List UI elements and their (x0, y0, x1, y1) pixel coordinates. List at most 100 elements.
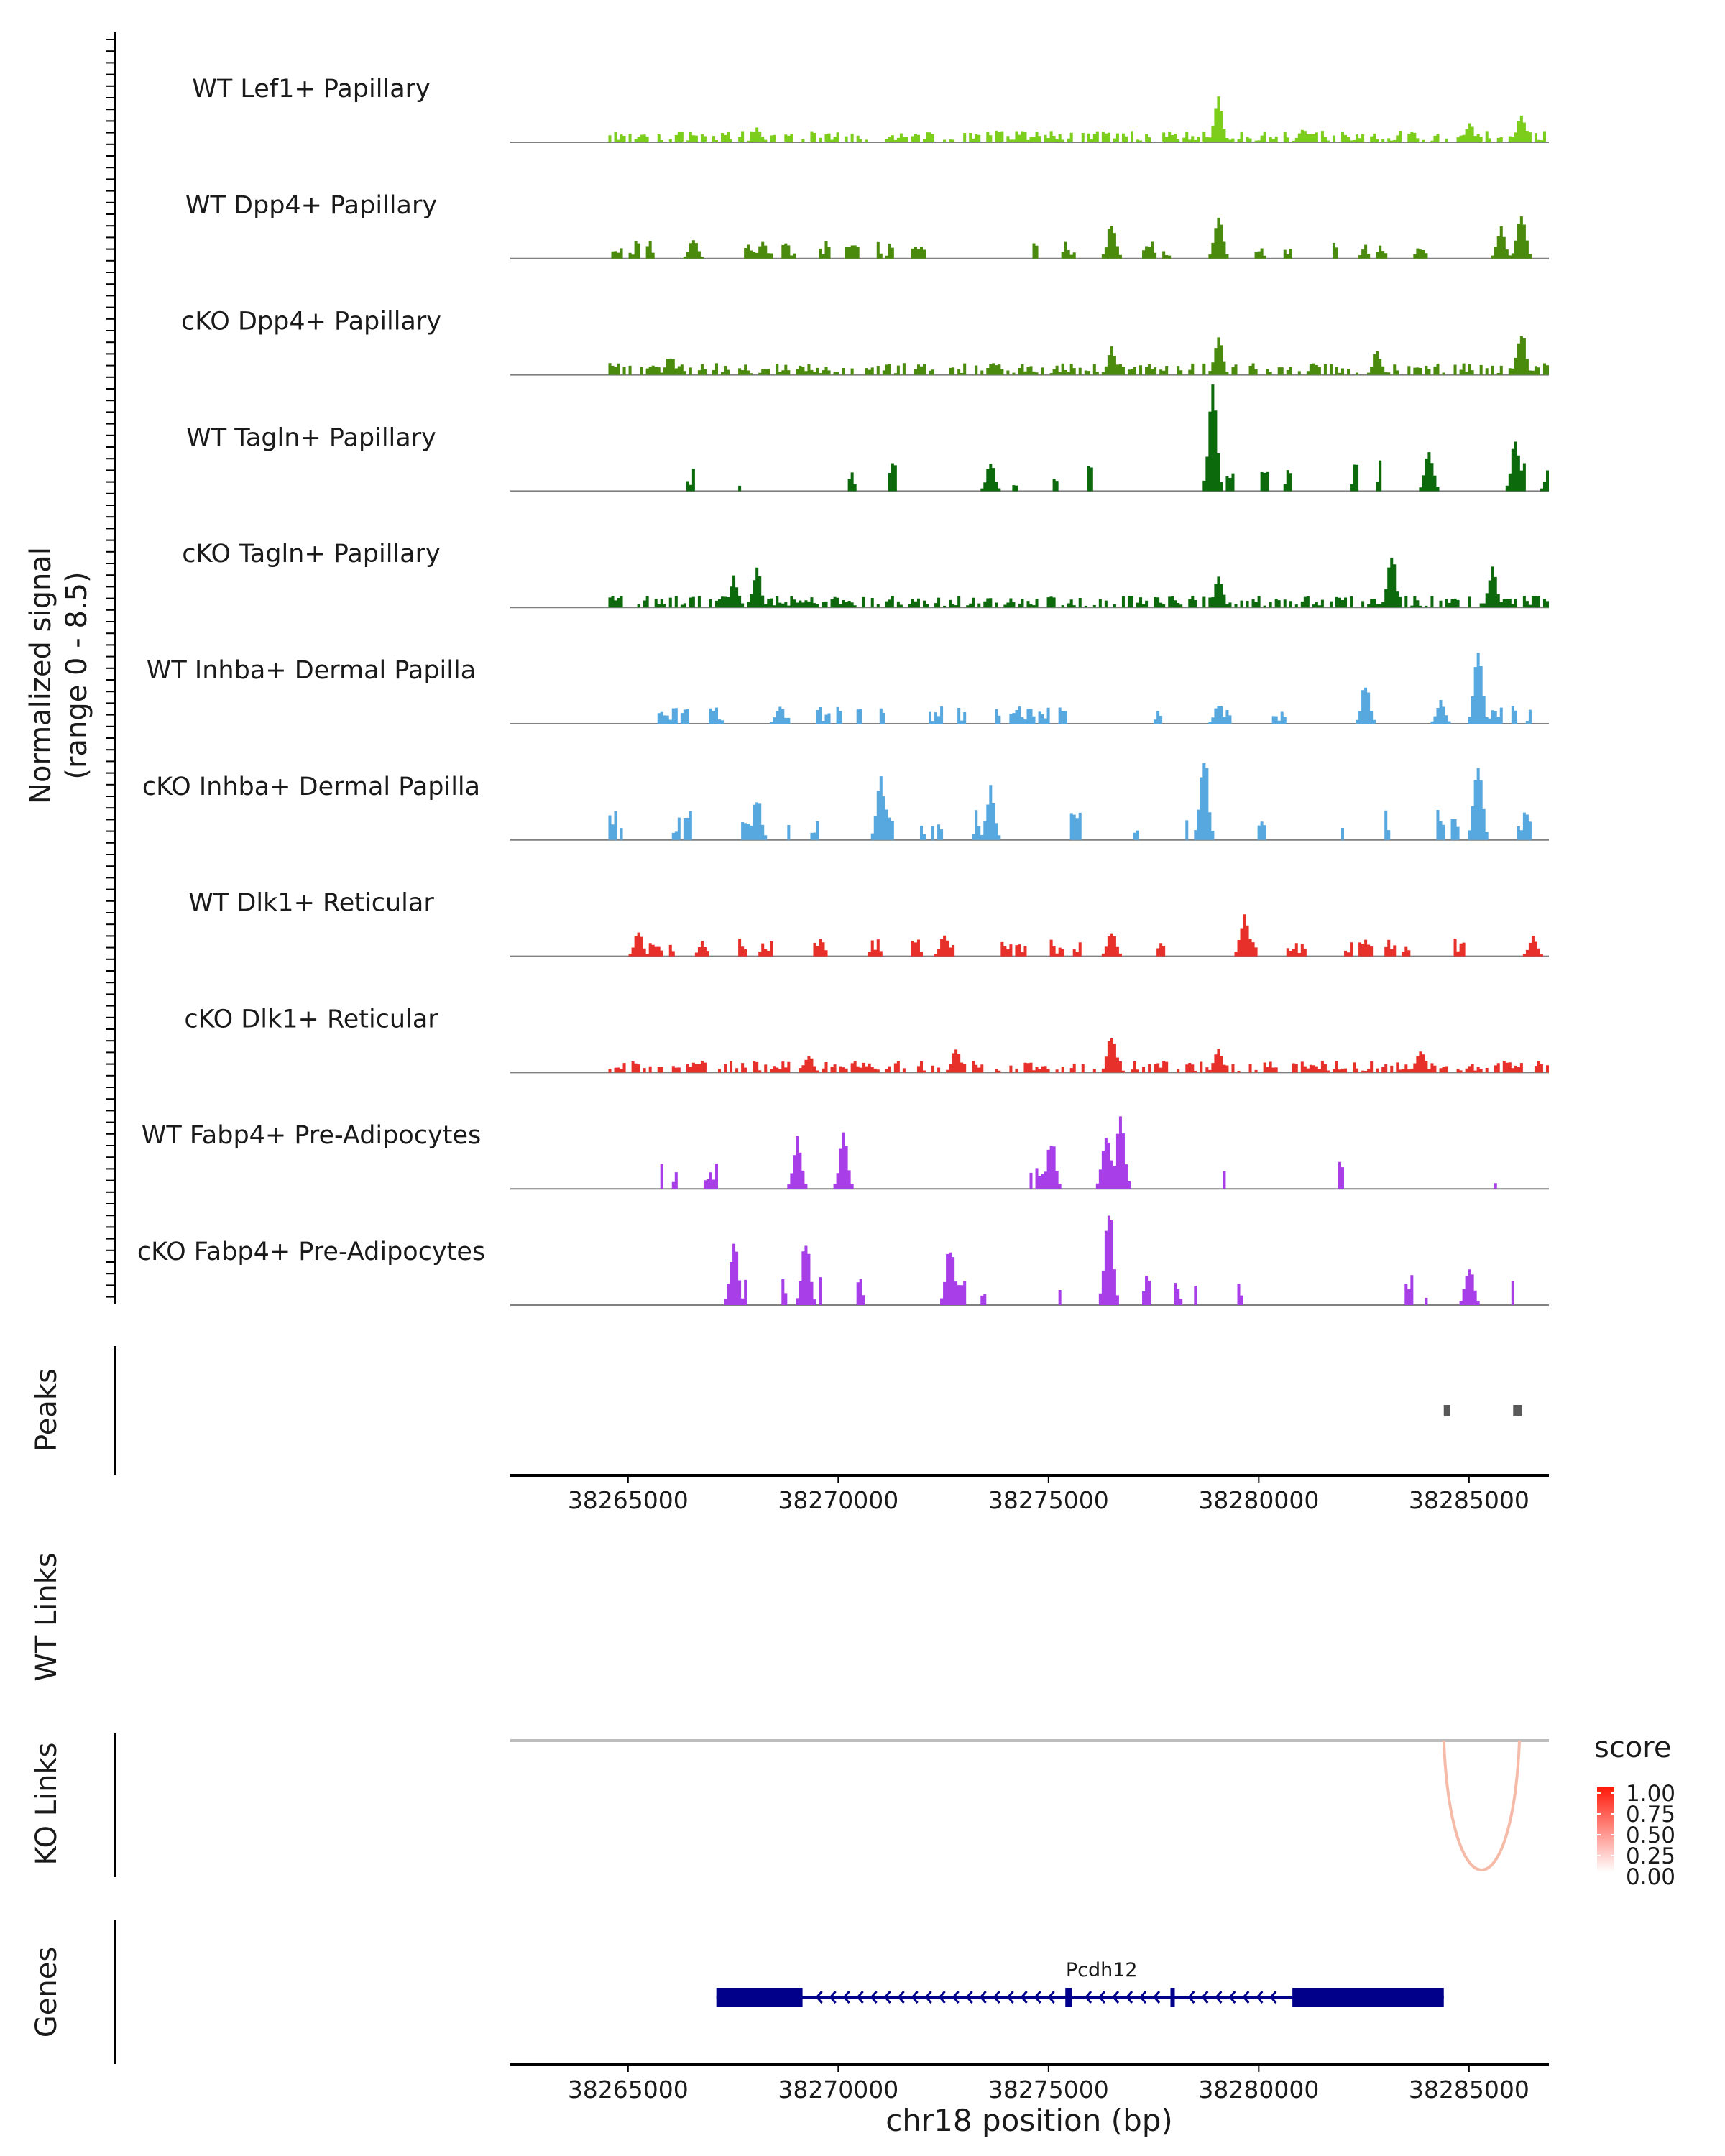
strand-arrow (856, 1991, 864, 2004)
track-7: cKO Inhba+ Dermal Papilla (142, 763, 1549, 841)
strand-arrow (924, 1991, 932, 2004)
strand-arrow (1256, 1991, 1264, 2004)
x-axis-label: chr18 position (bp) (886, 2103, 1173, 2138)
legend-tick-label: 0.00 (1626, 1864, 1675, 1890)
strand-arrow (1228, 1991, 1236, 2004)
peaks-label: Peaks (30, 1368, 63, 1452)
strand-arrow (829, 1991, 837, 2004)
x-tick-label: 38265000 (568, 1486, 689, 1514)
coverage-area (510, 1038, 1549, 1073)
coverage-area (510, 1215, 1549, 1305)
strand-arrow (1187, 1991, 1195, 2004)
x-tick-label: 38265000 (568, 2076, 689, 2104)
gene-exon (1170, 1988, 1175, 2007)
strand-arrow (842, 1991, 850, 2004)
score-legend: score 1.000.750.500.250.00 (1594, 1731, 1675, 1890)
strand-arrow (1139, 1991, 1147, 2004)
strand-arrow (1201, 1991, 1209, 2004)
genes-panel: Genes Pcdh12 (30, 1920, 1444, 2064)
x-tick-label: 38275000 (988, 1486, 1109, 1514)
strand-arrow (815, 1991, 823, 2004)
track-label: WT Dpp4+ Papillary (185, 191, 437, 220)
track-label: cKO Dpp4+ Papillary (181, 308, 441, 336)
legend-tick-label: 0.75 (1626, 1802, 1675, 1828)
strand-arrow (1242, 1991, 1250, 2004)
track-4: WT Tagln+ Papillary (186, 384, 1549, 492)
legend-tick-label: 0.25 (1626, 1843, 1675, 1869)
legend-tick-label: 1.00 (1626, 1781, 1675, 1807)
legend-tick-label: 0.50 (1626, 1823, 1675, 1848)
coverage-tracks: WT Lef1+ Papillary WT Dpp4+ Papillary cKO … (137, 75, 1549, 1306)
strand-arrow (1112, 1991, 1120, 2004)
strand-arrow (897, 1991, 905, 2004)
coverage-area (510, 336, 1549, 375)
track-6: WT Inhba+ Dermal Papilla (147, 653, 1549, 724)
track-9: cKO Dlk1+ Reticular (184, 1005, 1549, 1074)
strand-arrow (1020, 1991, 1028, 2004)
strand-arrow (1047, 1991, 1055, 2004)
track-8: WT Dlk1+ Reticular (188, 889, 1549, 957)
gene-exon (1065, 1988, 1072, 2007)
strand-arrow (979, 1991, 987, 2004)
coverage-area (510, 763, 1549, 840)
track-11: cKO Fabp4+ Pre-Adipocytes (137, 1215, 1549, 1306)
signal-y-axis (106, 32, 116, 1304)
x-tick-label: 38280000 (1198, 1486, 1319, 1514)
track-label: cKO Dlk1+ Reticular (184, 1005, 438, 1033)
coverage-area (510, 557, 1549, 608)
strand-arrow (1153, 1991, 1161, 2004)
wt-links-label: WT Links (30, 1552, 63, 1681)
coverage-area (510, 216, 1549, 259)
strand-arrow (993, 1991, 1000, 2004)
genes-label: Genes (30, 1947, 63, 2037)
x-axis-top: 38265000 38270000 38275000 38280000 38285000 (510, 1474, 1549, 1514)
strand-arrow (1269, 1991, 1277, 2004)
track-label: WT Inhba+ Dermal Papilla (147, 656, 476, 685)
ko-links-label: KO Links (30, 1743, 63, 1866)
strand-arrow (1006, 1991, 1014, 2004)
coverage-area (510, 384, 1549, 492)
x-tick-label: 38285000 (1409, 2076, 1530, 2104)
strand-arrow (952, 1991, 960, 2004)
track-label: cKO Tagln+ Papillary (182, 540, 441, 568)
x-tick-label: 38285000 (1409, 1486, 1530, 1514)
track-label: cKO Inhba+ Dermal Papilla (142, 773, 480, 801)
track-label: WT Fabp4+ Pre-Adipocytes (142, 1121, 481, 1150)
coverage-area (510, 1116, 1549, 1189)
x-axis-bottom: 38265000 38270000 38275000 38280000 38285000 (510, 2063, 1549, 2104)
gene-exon (716, 1988, 803, 2007)
y-axis-range-label: (range 0 - 8.5) (60, 571, 93, 779)
strand-arrow (1034, 1991, 1041, 2004)
gene-name: Pcdh12 (1066, 1959, 1138, 1981)
peaks-panel: Peaks (30, 1346, 1522, 1475)
wt-links-panel: WT Links (30, 1552, 63, 1681)
track-label: WT Lef1+ Papillary (192, 75, 431, 103)
track-label: WT Dlk1+ Reticular (188, 889, 434, 918)
track-label: WT Tagln+ Papillary (186, 423, 436, 452)
strand-arrow (883, 1991, 891, 2004)
track-10: WT Fabp4+ Pre-Adipocytes (142, 1116, 1549, 1190)
coverage-area (510, 653, 1549, 724)
x-tick-label: 38270000 (778, 2076, 898, 2104)
y-axis-label: Normalized signal (24, 547, 58, 804)
peak-region (1443, 1405, 1450, 1416)
strand-arrow (1215, 1991, 1223, 2004)
strand-arrow (965, 1991, 973, 2004)
strand-arrow (938, 1991, 946, 2004)
strand-arrow (1126, 1991, 1133, 2004)
legend-title: score (1594, 1731, 1671, 1764)
strand-arrow (870, 1991, 878, 2004)
coverage-area (510, 914, 1549, 957)
strand-arrow (911, 1991, 919, 2004)
gene-model: Pcdh12 (716, 1959, 1444, 2007)
ko-link-arc (1442, 1740, 1522, 1871)
strand-arrow (1098, 1991, 1106, 2004)
peak-region (1513, 1405, 1522, 1416)
legend-colorbar (1597, 1787, 1614, 1872)
ko-links-panel: KO Links (30, 1733, 1549, 1877)
track-2: WT Dpp4+ Papillary (185, 191, 1549, 259)
track-5: cKO Tagln+ Papillary (182, 540, 1549, 609)
x-tick-label: 38270000 (778, 1486, 898, 1514)
x-tick-label: 38275000 (988, 2076, 1109, 2104)
